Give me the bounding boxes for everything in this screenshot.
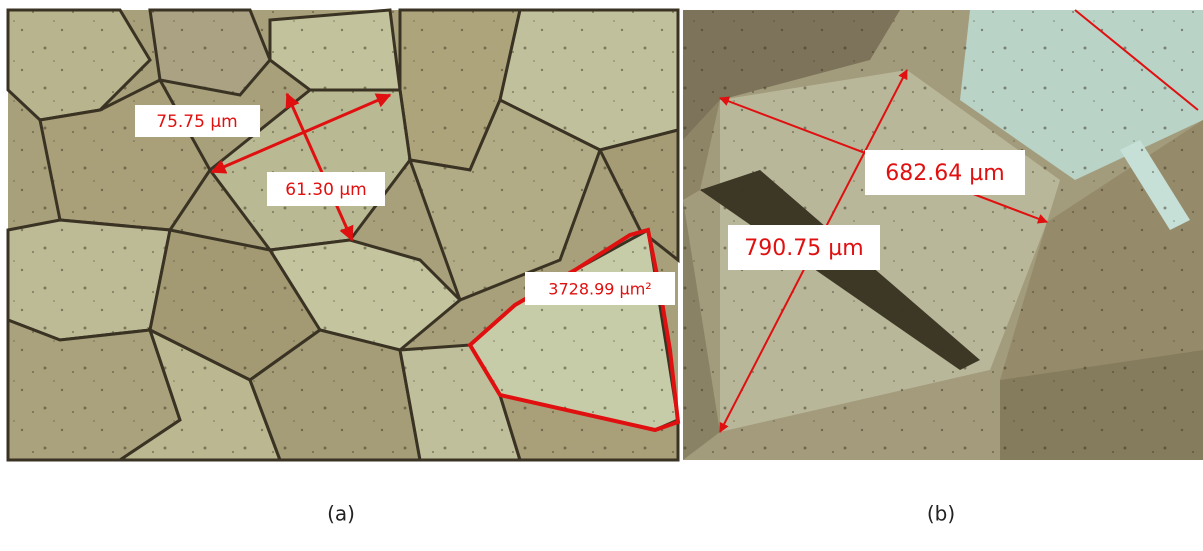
measurement-label: 682.64 µm bbox=[885, 161, 1004, 186]
caption: (a) bbox=[327, 502, 355, 526]
measurement-label: 790.75 µm bbox=[744, 236, 863, 261]
measurement-label: 61.30 µm bbox=[285, 180, 366, 200]
figure: 75.75 µm 61.30 µm 3728.99 µm² 682.64 µm … bbox=[0, 0, 1203, 551]
micrograph-a bbox=[8, 10, 678, 460]
page: 75.75 µm 61.30 µm 3728.99 µm² 682.64 µm … bbox=[0, 0, 1203, 551]
measurement-label: 75.75 µm bbox=[156, 112, 237, 132]
measurement-label: 3728.99 µm² bbox=[548, 280, 651, 299]
caption: (b) bbox=[927, 502, 955, 526]
